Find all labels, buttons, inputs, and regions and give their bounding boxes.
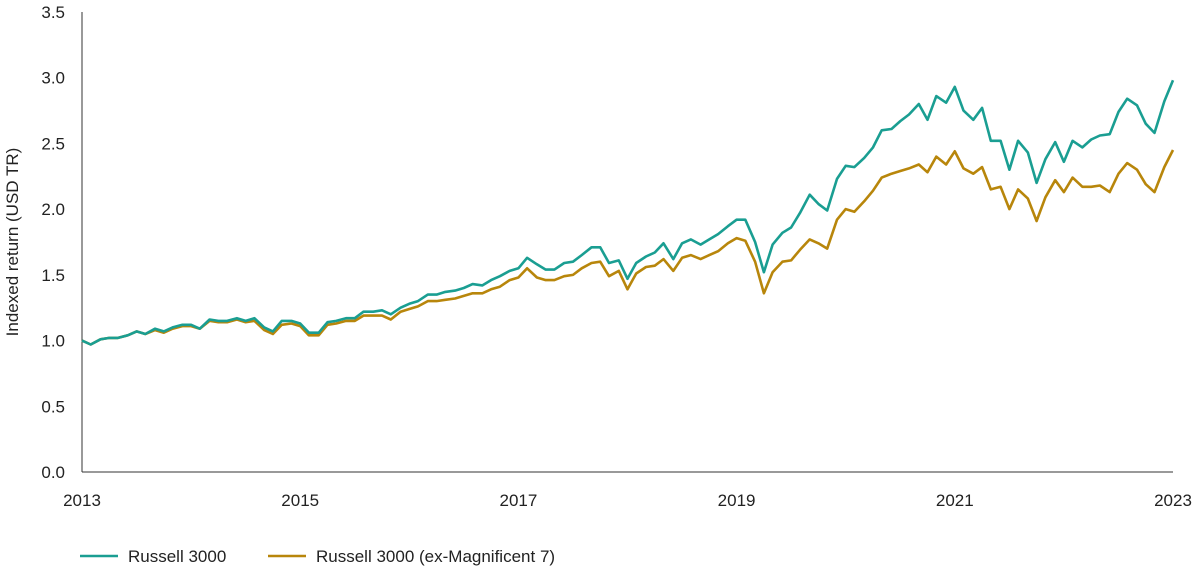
axes bbox=[81, 12, 1173, 473]
y-tick-label: 3.0 bbox=[41, 69, 65, 88]
y-tick-label: 0.0 bbox=[41, 463, 65, 482]
x-tick-labels: 2013 2015 2017 2019 2021 2023 bbox=[63, 491, 1192, 510]
x-tick-label: 2021 bbox=[936, 491, 974, 510]
x-tick-label: 2015 bbox=[281, 491, 319, 510]
y-tick-label: 0.5 bbox=[41, 397, 65, 416]
y-tick-label: 1.5 bbox=[41, 266, 65, 285]
series-line-2 bbox=[81, 149, 1175, 346]
y-tick-label: 1.0 bbox=[41, 332, 65, 351]
legend-label: Russell 3000 bbox=[128, 547, 226, 566]
legend-label: Russell 3000 (ex-Magnificent 7) bbox=[316, 547, 555, 566]
y-tick-label: 2.5 bbox=[41, 134, 65, 153]
legend: Russell 3000 Russell 3000 (ex-Magnificent… bbox=[80, 547, 555, 566]
x-tick-label: 2017 bbox=[499, 491, 537, 510]
y-axis-title: Indexed return (USD TR) bbox=[3, 148, 22, 337]
y-tick-label: 3.5 bbox=[41, 3, 65, 22]
series-lines bbox=[81, 79, 1175, 346]
series-line-1 bbox=[81, 79, 1175, 346]
x-tick-label: 2019 bbox=[718, 491, 756, 510]
x-tick-label: 2013 bbox=[63, 491, 101, 510]
x-tick-label: 2023 bbox=[1154, 491, 1192, 510]
y-tick-labels: 0.0 0.5 1.0 1.5 2.0 2.5 3.0 3.5 bbox=[41, 3, 65, 482]
y-tick-label: 2.0 bbox=[41, 200, 65, 219]
